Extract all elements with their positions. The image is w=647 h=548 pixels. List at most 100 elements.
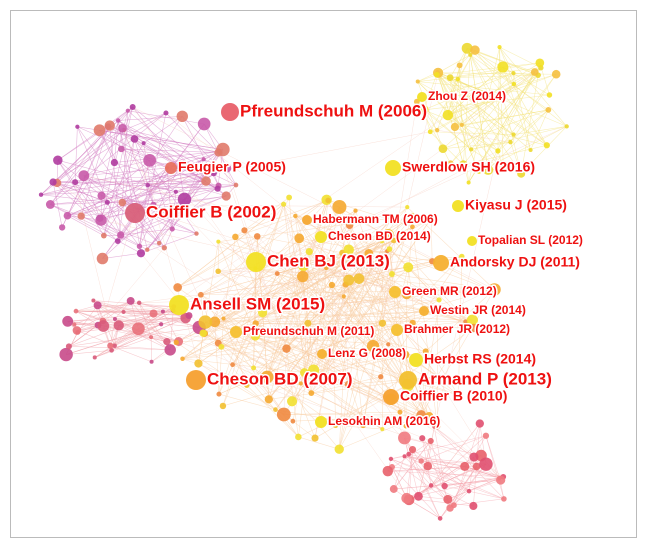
edge [103, 138, 135, 236]
node [334, 444, 344, 454]
edge [110, 313, 154, 346]
node [402, 454, 407, 459]
node [164, 344, 176, 356]
edge [303, 266, 459, 396]
node [304, 319, 312, 327]
hub-node [409, 353, 423, 367]
edge [348, 240, 394, 281]
hub-node [246, 252, 266, 272]
node [366, 339, 380, 353]
hub-node [385, 160, 401, 176]
node [353, 208, 358, 213]
edge [67, 318, 115, 322]
edge [331, 284, 438, 427]
edge [430, 423, 481, 486]
node-label: Westin JR (2014) [430, 303, 526, 317]
edge [50, 191, 176, 205]
edge [52, 182, 63, 228]
node [95, 214, 107, 226]
edge [74, 126, 78, 183]
edge [391, 466, 501, 481]
edge [132, 106, 410, 500]
edge [99, 130, 115, 163]
edge [391, 466, 407, 499]
node [469, 452, 479, 462]
node [293, 301, 300, 307]
edge [499, 46, 567, 127]
node [298, 261, 309, 272]
edge [218, 204, 284, 395]
node [173, 283, 182, 292]
node [318, 371, 325, 377]
node [97, 320, 110, 332]
node [433, 71, 440, 78]
node [125, 108, 130, 113]
node [423, 461, 433, 471]
edge [390, 456, 405, 460]
edges [40, 46, 567, 519]
edge [442, 109, 549, 149]
edge [348, 376, 439, 385]
node [450, 122, 460, 132]
node [332, 199, 347, 215]
node [389, 485, 398, 493]
edge [286, 348, 299, 437]
edge [83, 175, 101, 219]
edge [109, 125, 121, 236]
edge [298, 436, 340, 450]
edge [198, 241, 219, 364]
edge [372, 256, 463, 347]
edge [140, 253, 248, 386]
node [214, 185, 221, 192]
node [435, 374, 441, 380]
edge [405, 422, 429, 427]
edge [139, 112, 167, 247]
edge [372, 289, 491, 347]
edge [389, 249, 406, 355]
node [466, 314, 478, 326]
edge [342, 252, 466, 322]
edge [175, 184, 236, 193]
edge [302, 276, 430, 417]
edge [434, 426, 501, 481]
edge [326, 267, 440, 301]
edge [478, 126, 567, 173]
node [251, 365, 257, 371]
edge [437, 71, 531, 151]
edge [283, 411, 401, 415]
node [446, 74, 454, 82]
edge [412, 226, 438, 427]
edge [50, 112, 167, 205]
edge [309, 150, 499, 252]
edge [56, 182, 475, 458]
edge [427, 426, 435, 467]
edge [457, 79, 522, 174]
edge [165, 112, 237, 186]
node [159, 322, 164, 327]
edge [121, 148, 349, 385]
edge [53, 181, 218, 190]
node [459, 253, 465, 260]
node [345, 221, 354, 229]
edge [307, 218, 432, 324]
node [405, 204, 410, 210]
edge [348, 206, 408, 281]
edge [246, 217, 392, 386]
node [286, 396, 298, 407]
node [511, 71, 516, 76]
node [463, 319, 468, 324]
edge [283, 348, 287, 415]
edge [286, 249, 349, 349]
edge [67, 215, 104, 236]
edge [286, 217, 392, 349]
edge [218, 210, 356, 307]
node [469, 323, 478, 333]
edge [510, 142, 522, 174]
edge [99, 129, 223, 150]
node [409, 319, 416, 326]
node [250, 331, 260, 341]
edge [257, 236, 343, 254]
edge [198, 363, 285, 415]
edge [149, 160, 173, 230]
node [130, 135, 139, 143]
